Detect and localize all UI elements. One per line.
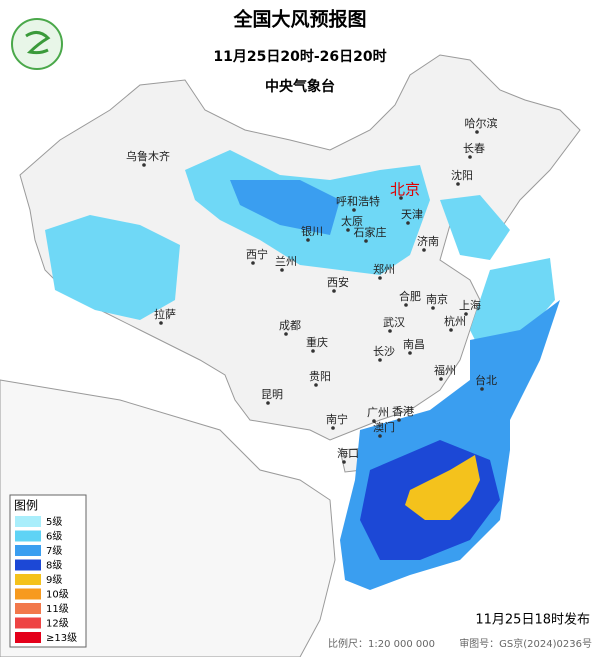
city-label: 南昌 <box>403 338 425 351</box>
issued: 11月25日18时发布 <box>475 612 590 628</box>
city-dot <box>431 306 435 310</box>
legend-label: 12级 <box>46 618 69 630</box>
city-dot <box>342 460 346 464</box>
city-label: 长沙 <box>373 345 395 358</box>
city-dot <box>314 383 318 387</box>
city-dot <box>449 328 453 332</box>
city-dot <box>306 238 310 242</box>
legend-label: ≥13级 <box>46 632 77 644</box>
city-dot <box>159 321 163 325</box>
wind-areas <box>45 150 560 590</box>
city-dot <box>378 358 382 362</box>
city-label: 海口 <box>337 446 359 460</box>
city-dot <box>475 130 479 134</box>
city-label: 银川 <box>301 224 323 238</box>
legend-swatch <box>15 617 41 629</box>
city-label: 贵阳 <box>309 370 331 383</box>
city-dot <box>266 401 270 405</box>
city-dot <box>251 261 255 265</box>
scale: 比例尺：1:20 000 000 <box>328 637 435 650</box>
city-label: 郑州 <box>373 262 395 276</box>
city-dot <box>378 276 382 280</box>
city-dot <box>364 239 368 243</box>
city-label: 石家庄 <box>354 225 387 239</box>
city-label: 合肥 <box>399 289 421 303</box>
city-dot <box>311 349 315 353</box>
city-label: 呼和浩特 <box>336 194 380 208</box>
city-dot <box>332 289 336 293</box>
city-dot <box>464 312 468 316</box>
city-dot <box>422 248 426 252</box>
legend-swatch <box>15 603 41 614</box>
city-label: 武汉 <box>383 316 405 329</box>
legend-swatch <box>15 516 41 527</box>
city-dot <box>331 426 335 430</box>
city-label: 重庆 <box>306 335 328 349</box>
city-label: 乌鲁木齐 <box>126 149 170 163</box>
city-label: 南宁 <box>326 412 348 426</box>
legend-items: 5级 6级 7级 8级 9级 10级 11级 12级 ≥13级 <box>15 516 77 644</box>
city-dot <box>456 182 460 186</box>
city-label: 杭州 <box>444 314 466 328</box>
title: 全国大风预报图 <box>232 8 366 31</box>
city-label: 南京 <box>426 292 448 306</box>
city-dot <box>388 329 392 333</box>
legend-swatch <box>15 530 41 542</box>
city-dot <box>408 351 412 355</box>
city-dot <box>397 418 401 422</box>
city-label: 天津 <box>401 208 423 221</box>
city-label: 西安 <box>327 275 349 289</box>
legend-label: 5级 <box>46 516 62 528</box>
city-dot <box>346 228 350 232</box>
city-label: 拉萨 <box>154 307 176 321</box>
city-label: 太原 <box>341 215 363 228</box>
city-label: 昆明 <box>261 388 283 401</box>
city-dot <box>284 332 288 336</box>
legend-swatch <box>15 588 41 600</box>
city-label: 台北 <box>475 373 497 387</box>
emblem <box>11 18 63 70</box>
city-label: 哈尔滨 <box>465 116 498 130</box>
legend-swatch <box>15 559 41 571</box>
legend-swatch <box>15 545 41 556</box>
city-dot <box>480 387 484 391</box>
legend-label: 7级 <box>46 545 62 557</box>
city-label: 长春 <box>463 142 485 155</box>
city-label: 沈阳 <box>451 168 473 182</box>
city-label: 成都 <box>279 319 301 332</box>
issuer: 中央气象台 <box>265 78 335 95</box>
legend-label: 10级 <box>46 589 69 601</box>
city-dot <box>468 155 472 159</box>
city-dot <box>399 196 403 200</box>
city-dot <box>439 377 443 381</box>
period: 11月25日20时-26日20时 <box>213 48 386 65</box>
city-dot <box>372 419 376 423</box>
review-number: 审图号：GS京(2024)0236号 <box>459 637 592 650</box>
legend-label: 9级 <box>46 574 62 586</box>
legend: 图例 5级 6级 7级 8级 9级 10级 11级 12级 ≥13级 <box>9 494 87 648</box>
legend-label: 8级 <box>46 560 62 572</box>
legend-swatch <box>15 632 41 643</box>
city-label: 济南 <box>417 234 439 248</box>
city-label: 北京 <box>390 181 420 199</box>
legend-label: 6级 <box>46 531 62 543</box>
city-dot <box>142 163 146 167</box>
city-label: 香港 <box>392 405 414 418</box>
legend-label: 11级 <box>46 603 69 615</box>
city-label: 西宁 <box>246 247 268 261</box>
city-dot <box>280 268 284 272</box>
city-label: 福州 <box>434 363 456 377</box>
city-label: 澳门 <box>373 420 395 434</box>
city-label: 上海 <box>459 298 481 312</box>
city-dot <box>378 434 382 438</box>
legend-title: 图例 <box>14 499 38 513</box>
city-dot <box>404 303 408 307</box>
legend-swatch <box>15 574 41 585</box>
city-dot <box>352 208 356 212</box>
city-label: 广州 <box>367 406 389 419</box>
city-dot <box>406 221 410 225</box>
city-label: 兰州 <box>275 255 297 268</box>
